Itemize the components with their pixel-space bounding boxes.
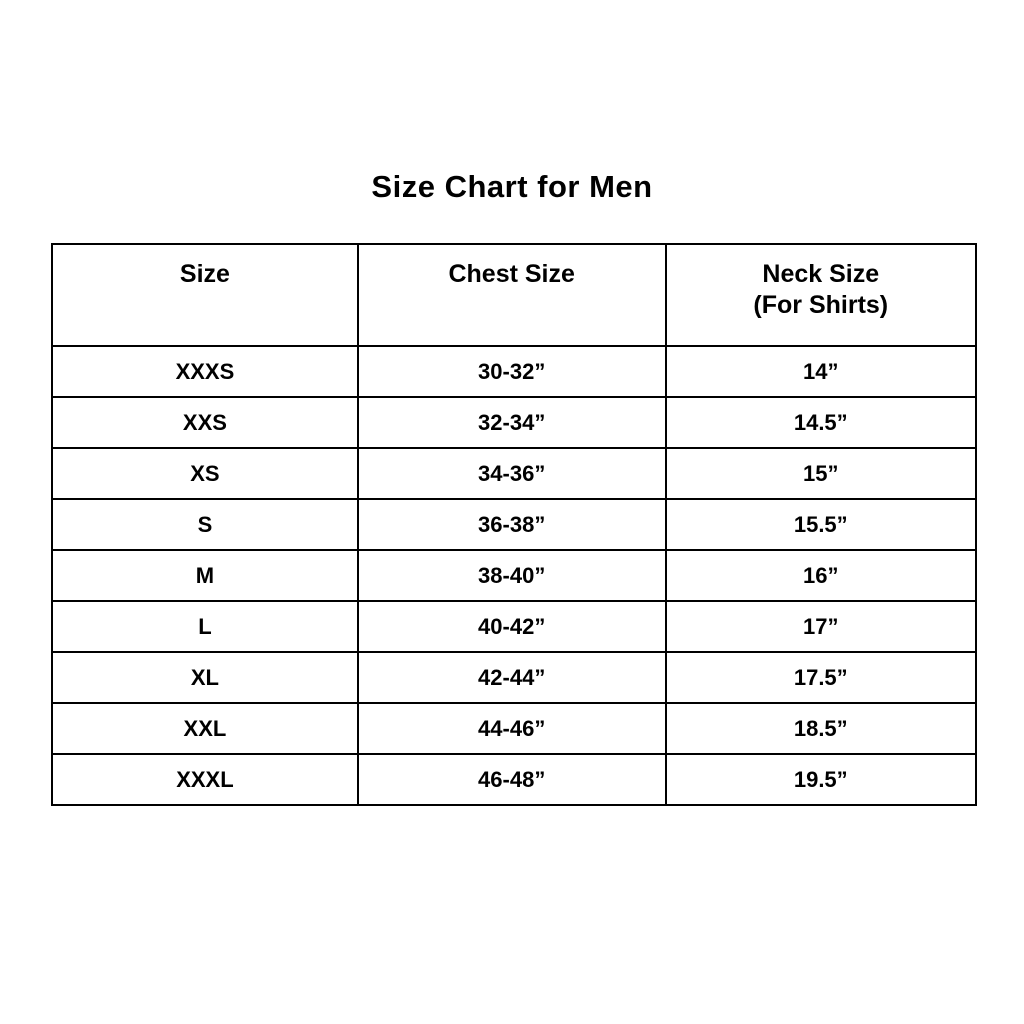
cell-chest-size: 40-42” bbox=[356, 600, 667, 653]
cell-chest-size: 34-36” bbox=[356, 447, 667, 500]
column-header-neck-size: Neck Size (For Shirts) bbox=[664, 243, 978, 347]
table-row: XS 34-36” 15” bbox=[51, 447, 978, 500]
cell-size: XL bbox=[51, 651, 359, 704]
cell-neck-size: 15.5” bbox=[664, 498, 978, 551]
cell-size: XS bbox=[51, 447, 359, 500]
column-header-chest-size: Chest Size bbox=[356, 243, 667, 347]
cell-size: XXXS bbox=[51, 345, 359, 398]
cell-chest-size: 44-46” bbox=[356, 702, 667, 755]
cell-chest-size: 38-40” bbox=[356, 549, 667, 602]
cell-chest-size: 30-32” bbox=[356, 345, 667, 398]
cell-neck-size: 16” bbox=[664, 549, 978, 602]
table-row: XXXS 30-32” 14” bbox=[51, 345, 978, 398]
table-row: M 38-40” 16” bbox=[51, 549, 978, 602]
cell-size: XXS bbox=[51, 396, 359, 449]
cell-size: XXXL bbox=[51, 753, 359, 806]
header-row: Size Chest Size Neck Size (For Shirts) bbox=[51, 243, 978, 347]
cell-chest-size: 36-38” bbox=[356, 498, 667, 551]
size-chart-table-container: Size Chest Size Neck Size (For Shirts) X… bbox=[51, 243, 978, 806]
cell-neck-size: 17.5” bbox=[664, 651, 978, 704]
table-header: Size Chest Size Neck Size (For Shirts) bbox=[51, 243, 978, 347]
table-row: L 40-42” 17” bbox=[51, 600, 978, 653]
cell-size: M bbox=[51, 549, 359, 602]
cell-neck-size: 14.5” bbox=[664, 396, 978, 449]
cell-neck-size: 17” bbox=[664, 600, 978, 653]
cell-neck-size: 19.5” bbox=[664, 753, 978, 806]
cell-neck-size: 15” bbox=[664, 447, 978, 500]
page-title: Size Chart for Men bbox=[371, 169, 653, 204]
table-body: XXXS 30-32” 14” XXS 32-34” 14.5” XS 34-3… bbox=[51, 345, 978, 806]
table-row: XXL 44-46” 18.5” bbox=[51, 702, 978, 755]
cell-chest-size: 32-34” bbox=[356, 396, 667, 449]
column-header-size: Size bbox=[51, 243, 359, 347]
cell-size: XXL bbox=[51, 702, 359, 755]
cell-neck-size: 14” bbox=[664, 345, 978, 398]
cell-chest-size: 46-48” bbox=[356, 753, 667, 806]
cell-size: L bbox=[51, 600, 359, 653]
table-row: XL 42-44” 17.5” bbox=[51, 651, 978, 704]
size-chart-table: Size Chest Size Neck Size (For Shirts) X… bbox=[51, 243, 978, 806]
table-row: XXS 32-34” 14.5” bbox=[51, 396, 978, 449]
table-row: S 36-38” 15.5” bbox=[51, 498, 978, 551]
table-row: XXXL 46-48” 19.5” bbox=[51, 753, 978, 806]
cell-chest-size: 42-44” bbox=[356, 651, 667, 704]
cell-size: S bbox=[51, 498, 359, 551]
cell-neck-size: 18.5” bbox=[664, 702, 978, 755]
